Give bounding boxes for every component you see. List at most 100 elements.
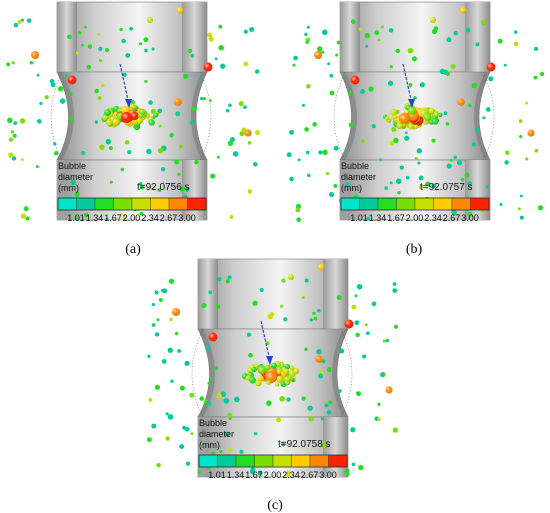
- panel-label: (c): [267, 498, 283, 513]
- bubble: [309, 318, 313, 322]
- bubble: [307, 173, 311, 178]
- legend-swatch: [198, 454, 218, 468]
- bubble: [154, 290, 159, 295]
- bubble: [67, 34, 72, 40]
- bubble: [411, 56, 418, 62]
- bubble: [185, 461, 191, 466]
- bubble: [182, 425, 187, 430]
- bubble: [361, 138, 365, 143]
- bubble: [179, 385, 185, 391]
- bubble: [169, 132, 174, 138]
- bubble-shade: [249, 376, 256, 384]
- bubble-shade: [67, 75, 77, 85]
- bubble: [205, 345, 211, 350]
- bubble: [243, 105, 247, 109]
- bubble: [304, 32, 308, 37]
- bubble: [201, 302, 207, 309]
- bubble: [23, 206, 29, 212]
- legend-tick-label: 1.34: [369, 213, 387, 223]
- bubble-cloud: [6, 6, 261, 221]
- bubble-shade: [413, 124, 419, 129]
- bubble: [139, 185, 144, 190]
- bubble: [83, 25, 87, 29]
- bubble: [156, 462, 161, 468]
- bubble: [391, 126, 397, 132]
- bubble-shade: [457, 98, 465, 106]
- bubble: [225, 108, 230, 113]
- legend-tick-label: 2.34: [282, 470, 300, 480]
- bubble: [228, 103, 232, 108]
- legend-title-line1: Bubble: [58, 161, 86, 171]
- bubble-shade: [423, 113, 432, 122]
- bubble: [313, 316, 318, 321]
- bubble-shade: [344, 319, 354, 329]
- bubble: [257, 470, 263, 476]
- bubble-shade: [314, 51, 322, 59]
- bubble: [194, 159, 199, 165]
- bubble: [338, 389, 342, 393]
- bubble-shade: [391, 110, 397, 115]
- bubble: [138, 182, 143, 186]
- bubble: [94, 88, 99, 94]
- bubble: [218, 24, 223, 29]
- bubble: [368, 86, 374, 92]
- bubble-shade: [459, 6, 467, 14]
- arrow-head: [408, 99, 415, 108]
- bubble: [321, 442, 327, 448]
- bubble: [143, 37, 149, 43]
- bubble: [379, 158, 383, 162]
- bubble: [184, 360, 190, 366]
- bubble: [322, 29, 328, 36]
- bubble-shade: [153, 112, 159, 118]
- legend-swatch: [309, 454, 329, 468]
- bubble: [160, 166, 166, 172]
- bubble: [358, 27, 362, 31]
- bubble: [336, 40, 341, 45]
- bubble: [503, 63, 507, 67]
- bubble: [499, 202, 503, 206]
- bubble: [20, 158, 24, 162]
- arrow-head: [266, 356, 273, 365]
- right-contour: [332, 329, 348, 417]
- bubble-shade: [396, 122, 403, 130]
- left-contour: [340, 72, 357, 160]
- bubble: [243, 61, 249, 67]
- legend-swatch: [291, 454, 311, 468]
- bubble: [119, 27, 123, 32]
- bubble: [318, 373, 324, 379]
- legend-title-line2: diameter: [341, 172, 376, 182]
- bubble: [377, 38, 381, 42]
- bubble: [120, 167, 125, 172]
- bubble: [29, 60, 34, 65]
- bubble: [384, 186, 389, 190]
- bubble: [354, 294, 358, 298]
- legend-swatch: [359, 197, 379, 211]
- legend-frame: [198, 454, 348, 468]
- legend-title-line3: (mm): [341, 183, 362, 193]
- bubble: [482, 116, 486, 120]
- bubble: [200, 445, 204, 449]
- legend-tick-label: 1.67: [245, 470, 263, 480]
- bubble: [446, 37, 452, 43]
- legend-tick-label: 2.00: [406, 213, 424, 223]
- bubble: [191, 105, 197, 112]
- bubble: [388, 27, 394, 33]
- bubble: [220, 63, 226, 69]
- bubble: [68, 91, 73, 96]
- bubble-shade: [203, 62, 213, 72]
- bubble: [249, 26, 255, 32]
- bubble: [327, 62, 331, 66]
- legend-swatch: [254, 454, 274, 468]
- bubble: [6, 62, 11, 67]
- bubble: [457, 160, 463, 166]
- bubble: [8, 152, 14, 158]
- bubble-shade: [176, 6, 184, 14]
- bubble: [98, 46, 103, 51]
- bubble: [533, 46, 539, 51]
- bubble: [86, 64, 92, 70]
- bubble: [464, 172, 470, 178]
- bubble-shade: [431, 118, 439, 125]
- bubble: [146, 437, 152, 443]
- bubble: [407, 48, 414, 54]
